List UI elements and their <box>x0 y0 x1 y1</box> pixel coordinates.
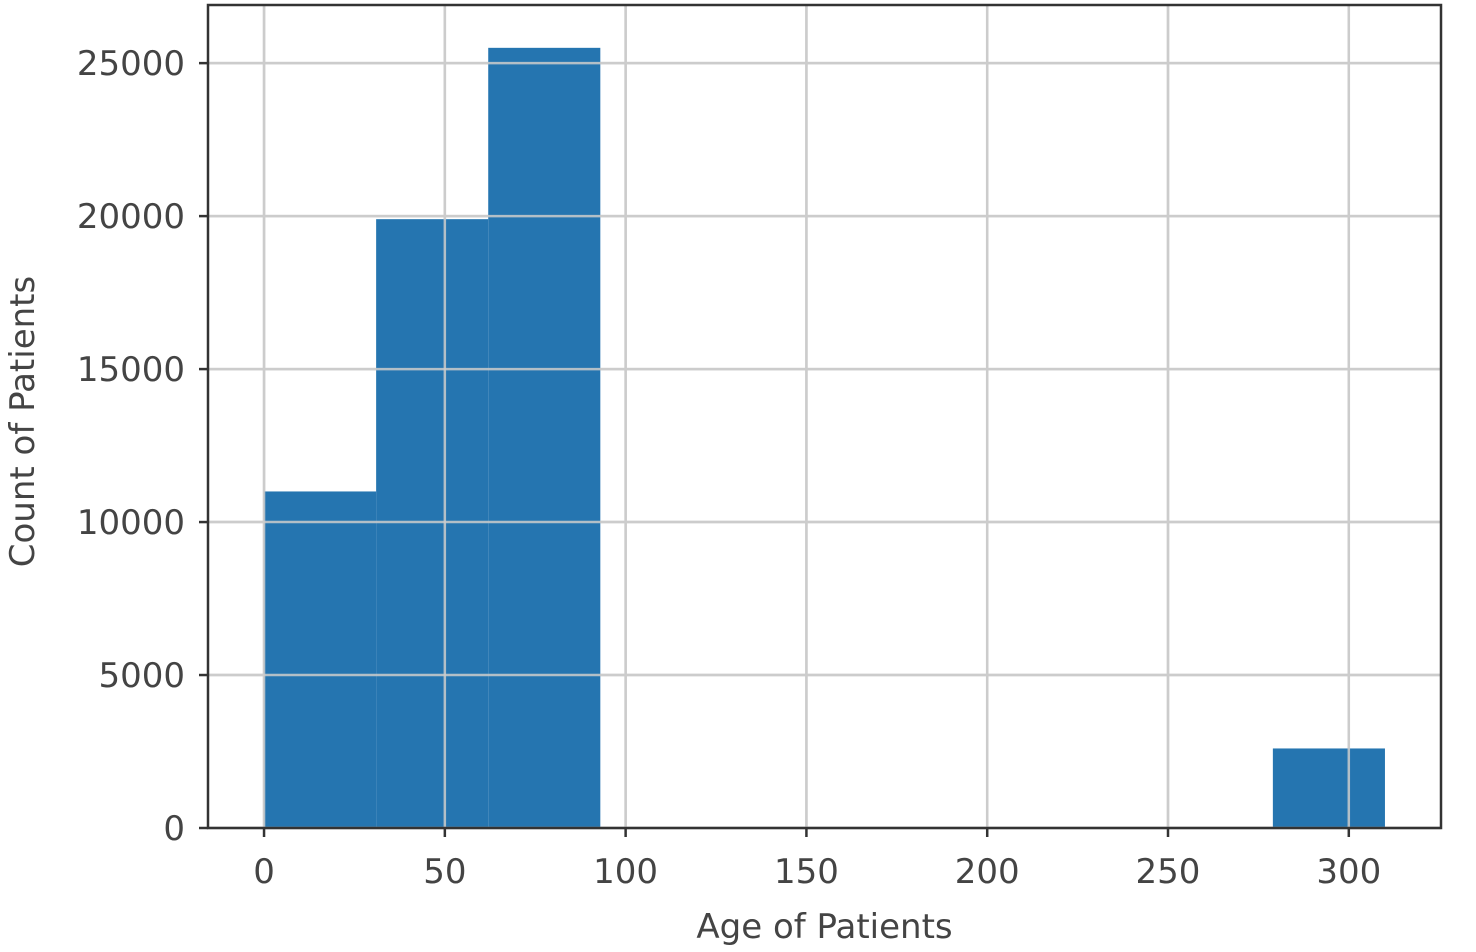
y-tick-label: 15000 <box>77 350 185 390</box>
y-tick-label: 0 <box>163 809 185 849</box>
x-tick-label: 300 <box>1316 852 1381 892</box>
histogram-bar <box>488 47 601 829</box>
x-axis-ticks: 0 50 100 150 200 250 300 <box>253 828 1381 892</box>
y-tick-label: 10000 <box>77 503 185 543</box>
histogram-bar <box>376 219 489 828</box>
x-tick-label: 200 <box>955 852 1020 892</box>
x-axis-label: Age of Patients <box>696 907 952 947</box>
x-tick-label: 50 <box>423 852 466 892</box>
x-tick-label: 0 <box>253 852 275 892</box>
y-tick-label: 5000 <box>98 656 185 696</box>
y-tick-label: 20000 <box>77 197 185 237</box>
x-tick-label: 150 <box>774 852 839 892</box>
histogram-bar <box>1272 748 1385 828</box>
y-axis-label: Count of Patients <box>3 276 43 567</box>
y-axis-ticks: 0 5000 10000 15000 20000 25000 <box>77 44 208 849</box>
x-tick-label: 250 <box>1136 852 1201 892</box>
histogram-bar <box>264 491 377 828</box>
x-tick-label: 100 <box>593 852 658 892</box>
plot-area-frame <box>206 3 1443 830</box>
histogram-bars <box>264 47 1385 829</box>
y-tick-label: 25000 <box>77 44 185 84</box>
